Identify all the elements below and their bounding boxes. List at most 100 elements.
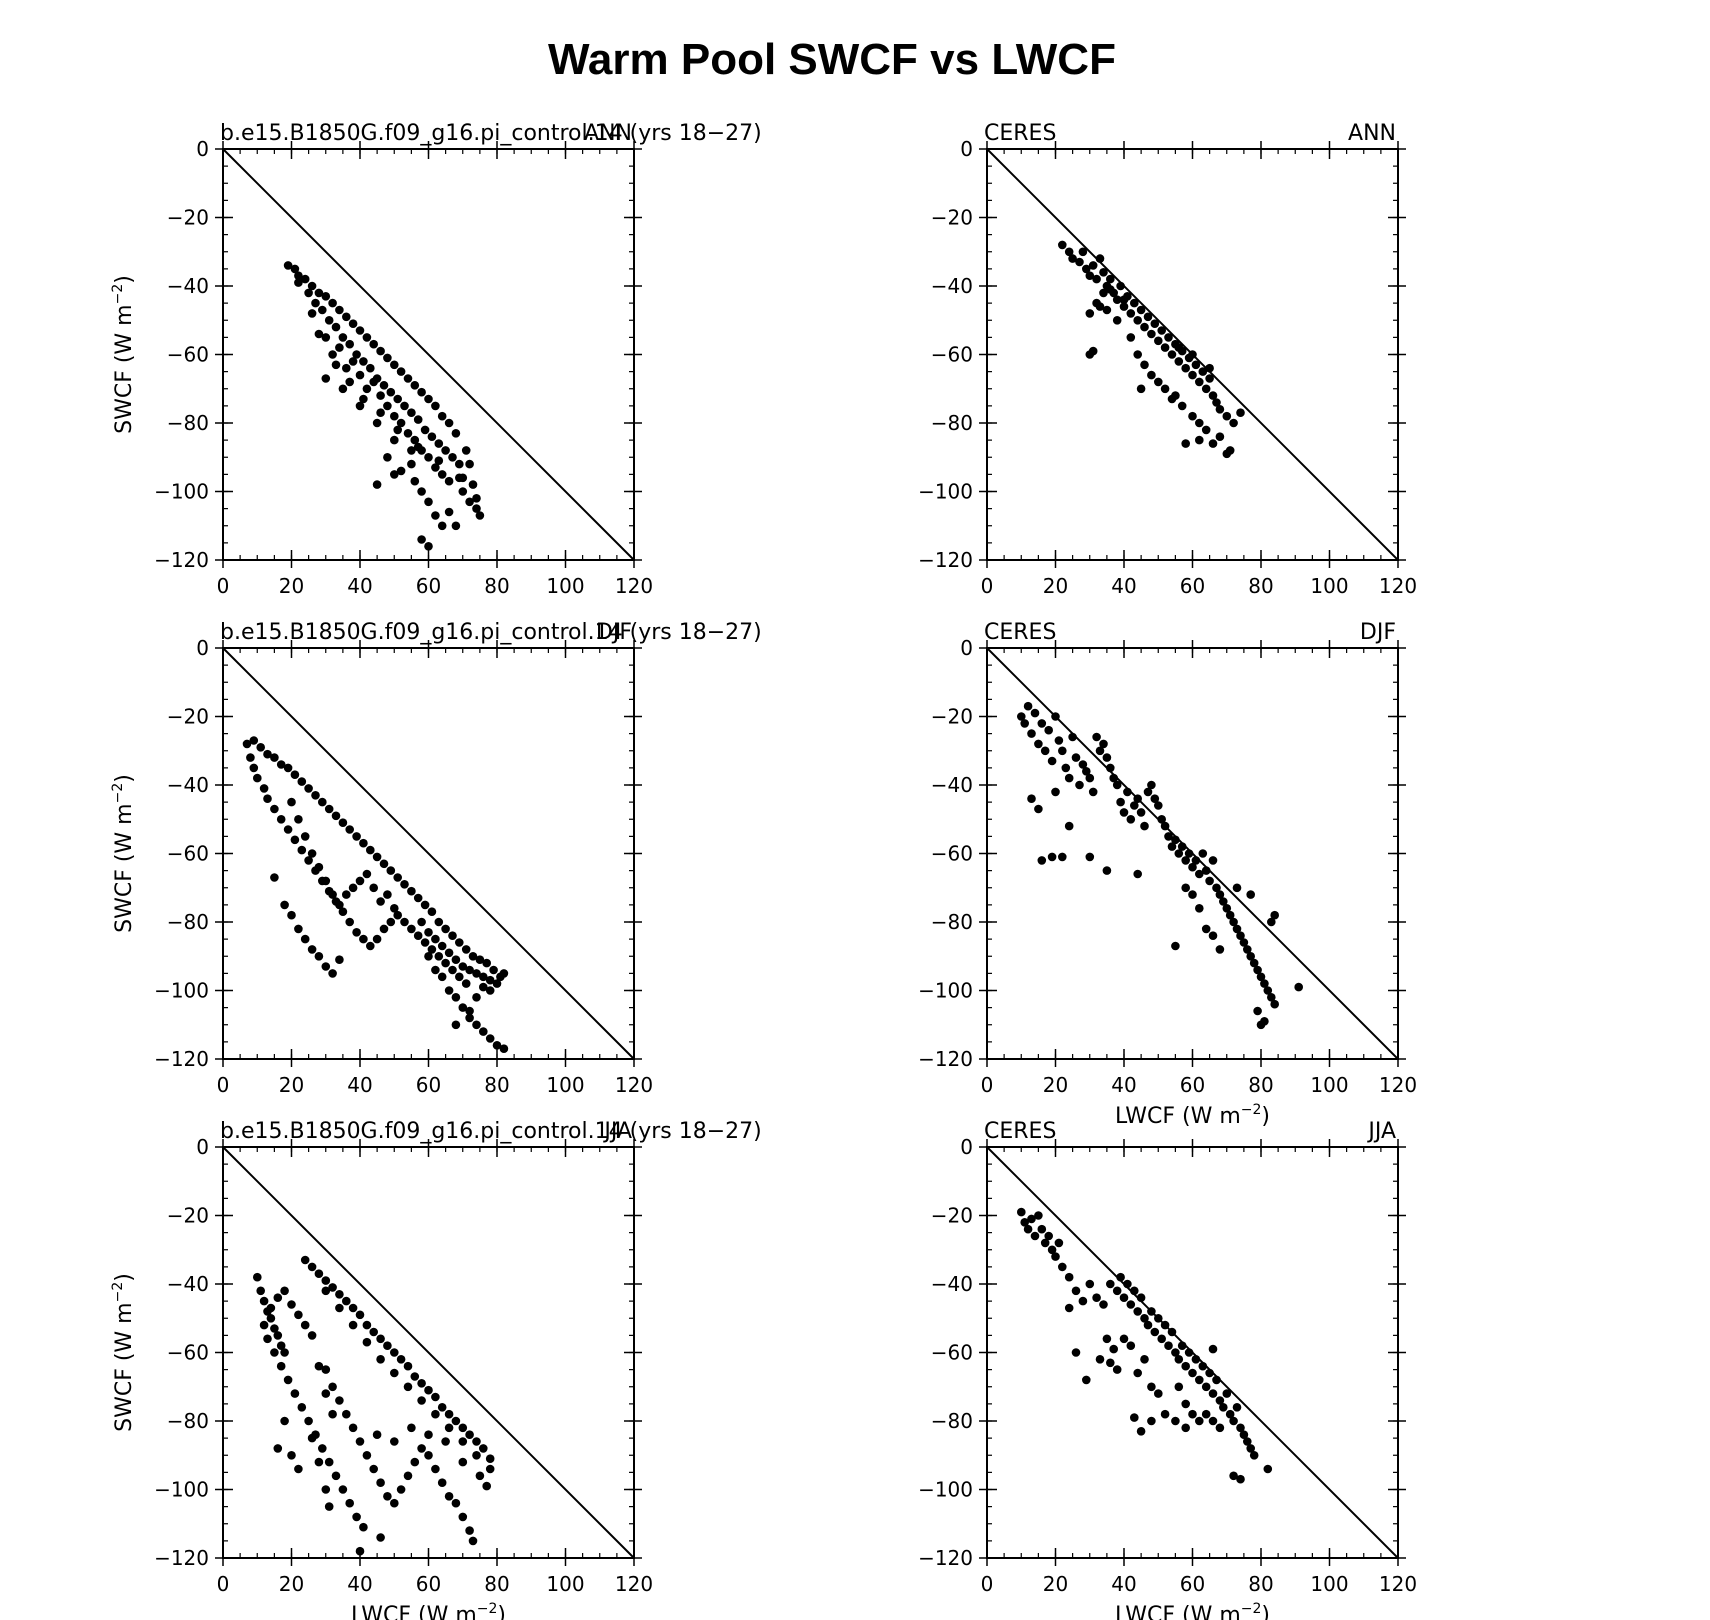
data-point: [294, 1310, 303, 1320]
data-point: [431, 1464, 440, 1474]
data-point: [441, 958, 450, 968]
data-point: [383, 353, 392, 363]
data-point: [273, 1444, 283, 1453]
data-point: [352, 928, 361, 937]
data-point: [455, 938, 464, 947]
data-point: [1225, 910, 1235, 920]
data-point: [273, 1331, 283, 1340]
data-point: [1232, 1403, 1242, 1412]
data-point: [355, 326, 365, 335]
data-point: [1078, 1296, 1088, 1306]
data-point: [410, 476, 420, 486]
data-point: [390, 1437, 399, 1446]
x-tick-label: 40: [347, 1572, 372, 1596]
data-point: [270, 873, 279, 882]
data-point: [1212, 1375, 1221, 1385]
data-point: [1088, 261, 1098, 270]
y-tick-label: −60: [167, 842, 209, 866]
x-tick-label: 40: [1111, 1073, 1136, 1097]
data-point: [1116, 1272, 1125, 1282]
data-point: [328, 350, 337, 359]
data-point: [1027, 729, 1036, 738]
data-point: [1020, 1218, 1029, 1227]
data-point: [407, 446, 416, 455]
data-point: [1130, 298, 1139, 308]
data-point: [1188, 350, 1197, 359]
data-point: [400, 880, 409, 889]
y-tick-label: −100: [918, 979, 973, 1003]
data-point: [1208, 439, 1218, 448]
data-point: [1198, 1361, 1208, 1371]
data-point: [362, 869, 372, 879]
data-point: [1201, 1409, 1211, 1419]
data-point: [1236, 1423, 1245, 1433]
data-point: [461, 446, 471, 455]
data-point: [1099, 1300, 1108, 1309]
data-point: [1201, 425, 1211, 435]
data-point: [1246, 952, 1255, 961]
data-point: [270, 1348, 279, 1357]
data-point: [1133, 1368, 1142, 1378]
data-point: [300, 934, 310, 944]
data-point: [1229, 1416, 1238, 1426]
panel-left-label: CERES: [984, 121, 1056, 146]
data-point: [348, 1320, 358, 1330]
data-point: [1068, 732, 1077, 742]
data-point: [376, 1355, 385, 1364]
x-tick-label: 80: [484, 1073, 509, 1097]
data-point: [321, 374, 331, 383]
panel-season-label: ANN: [1348, 121, 1396, 146]
data-point: [1078, 247, 1088, 257]
y-axis-title: SWCF (W m−2): [110, 1273, 137, 1432]
data-point: [376, 1478, 385, 1487]
data-point: [300, 274, 310, 284]
data-point: [1215, 405, 1225, 414]
x-tick-label: 0: [217, 574, 230, 598]
x-tick-label: 100: [546, 1073, 584, 1097]
data-point: [1177, 401, 1187, 411]
data-point: [318, 1444, 327, 1453]
data-point: [369, 1327, 379, 1337]
data-point: [318, 305, 327, 315]
data-point: [362, 384, 372, 394]
data-point: [335, 1303, 344, 1313]
data-point: [431, 965, 440, 975]
data-point: [1201, 384, 1211, 394]
data-point: [1188, 370, 1197, 380]
data-point: [1198, 849, 1208, 858]
data-point: [492, 1041, 502, 1050]
x-axis-title: LWCF (W m−2): [1115, 1601, 1270, 1620]
data-point: [321, 1485, 331, 1494]
data-point: [1027, 1214, 1036, 1224]
data-point: [1188, 411, 1197, 421]
data-point: [1054, 1238, 1064, 1248]
data-point: [465, 1526, 474, 1535]
data-point: [311, 298, 320, 308]
data-point: [472, 494, 481, 503]
data-point: [1181, 1361, 1190, 1371]
data-point: [1243, 1437, 1252, 1446]
data-point: [427, 907, 437, 916]
data-point: [259, 1320, 269, 1330]
data-point: [1099, 739, 1108, 749]
y-tick-label: −20: [167, 705, 209, 729]
data-point: [461, 945, 471, 954]
scatter-points: [252, 1255, 495, 1556]
data-point: [1160, 343, 1170, 352]
data-point: [362, 1337, 372, 1347]
data-point: [479, 982, 488, 992]
data-point: [1078, 760, 1088, 769]
x-tick-label: 80: [1248, 574, 1273, 598]
data-point: [1106, 285, 1115, 294]
data-point: [297, 845, 307, 855]
data-point: [1116, 281, 1125, 291]
data-point: [1181, 856, 1190, 865]
y-axis-title: SWCF (W m−2): [110, 774, 137, 933]
data-point: [335, 305, 344, 315]
data-point: [417, 387, 426, 397]
x-tick-label: 40: [1111, 1572, 1136, 1596]
data-point: [1164, 832, 1173, 841]
data-point: [324, 316, 334, 325]
data-point: [366, 363, 375, 373]
data-point: [270, 804, 279, 814]
